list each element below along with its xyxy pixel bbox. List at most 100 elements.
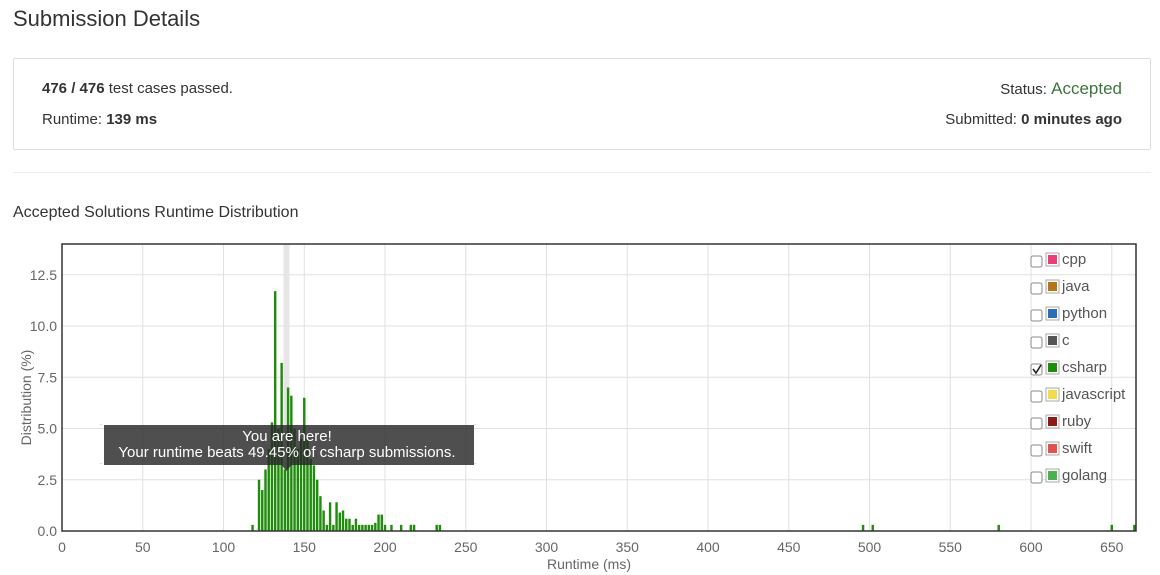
page-title: Submission Details — [13, 6, 201, 31]
submitted-value: 0 minutes ago — [1021, 111, 1122, 128]
section-title: Accepted Solutions Runtime Distribution — [13, 204, 299, 221]
legend-label-csharp[interactable]: csharp — [1062, 359, 1107, 376]
bar[interactable] — [997, 524, 1000, 531]
y-tick-label: 7.5 — [38, 369, 58, 385]
legend-checkbox-golang[interactable] — [1030, 471, 1043, 484]
legend-swatch-c — [1048, 336, 1057, 345]
section-divider — [13, 172, 1151, 173]
tooltip-line-1: You are here! — [242, 428, 332, 445]
bar[interactable] — [335, 502, 338, 531]
bar[interactable] — [270, 422, 274, 531]
bar[interactable] — [293, 428, 296, 532]
bar[interactable] — [412, 524, 416, 531]
bar[interactable] — [261, 490, 264, 531]
tooltip-line-2: Your runtime beats 49.45% of csharp subm… — [118, 444, 455, 461]
legend-label-swift[interactable]: swift — [1062, 440, 1093, 457]
legend-swatch-javascript — [1048, 390, 1057, 399]
bar[interactable] — [861, 524, 865, 531]
bar[interactable] — [370, 524, 374, 531]
bar[interactable] — [306, 438, 309, 531]
bar[interactable] — [264, 469, 267, 532]
bar[interactable] — [367, 524, 371, 531]
bar[interactable] — [341, 510, 345, 532]
bar[interactable] — [1133, 524, 1136, 531]
submission-summary-panel: 476 / 476 test cases passed. Runtime: 13… — [13, 58, 1151, 150]
bar[interactable] — [338, 512, 341, 531]
status-label: Status: — [1000, 81, 1052, 98]
bar[interactable] — [267, 449, 270, 531]
bar[interactable] — [299, 438, 303, 531]
legend-label-cpp[interactable]: cpp — [1062, 251, 1086, 268]
passed-count: 476 / 476 — [42, 80, 105, 97]
legend-label-java[interactable]: java — [1061, 278, 1090, 295]
x-tick-label: 250 — [454, 539, 478, 555]
legend-checkbox-python[interactable] — [1030, 309, 1043, 322]
legend-label-python[interactable]: python — [1062, 305, 1107, 322]
bar[interactable] — [435, 524, 438, 531]
x-tick-label: 150 — [293, 539, 317, 555]
bar[interactable] — [374, 522, 377, 531]
legend-swatch-ruby — [1048, 417, 1057, 426]
x-axis-title: Runtime (ms) — [547, 556, 631, 572]
bar[interactable] — [377, 514, 380, 531]
bar[interactable] — [409, 524, 413, 531]
legend-swatch-cpp — [1048, 255, 1057, 264]
bar[interactable] — [257, 479, 261, 531]
bar[interactable] — [383, 524, 387, 531]
x-tick-label: 400 — [696, 539, 720, 555]
bar[interactable] — [361, 524, 364, 531]
x-tick-label: 100 — [212, 539, 236, 555]
y-tick-label: 2.5 — [38, 472, 58, 488]
bar[interactable] — [357, 524, 361, 531]
bar[interactable] — [348, 518, 351, 531]
y-tick-label: 12.5 — [30, 267, 57, 283]
bar[interactable] — [277, 428, 280, 532]
bar[interactable] — [312, 465, 316, 531]
bar[interactable] — [1110, 524, 1113, 531]
y-tick-label: 0.0 — [38, 523, 58, 539]
bar[interactable] — [390, 524, 393, 531]
legend-label-c[interactable]: c — [1062, 332, 1070, 349]
bar[interactable] — [296, 449, 300, 531]
legend-checkbox-c[interactable] — [1030, 336, 1043, 349]
bar[interactable] — [332, 524, 335, 531]
bar[interactable] — [380, 514, 383, 531]
bar[interactable] — [273, 291, 277, 531]
bar[interactable] — [364, 524, 367, 531]
x-tick-label: 0 — [58, 539, 66, 555]
bar[interactable] — [325, 524, 329, 531]
bar[interactable] — [322, 510, 325, 532]
bar[interactable] — [399, 524, 403, 531]
bar[interactable] — [283, 469, 287, 532]
bar[interactable] — [319, 496, 322, 531]
y-tick-label: 5.0 — [38, 421, 58, 437]
test-cases-line: 476 / 476 test cases passed. — [42, 80, 233, 97]
bar[interactable] — [438, 524, 442, 531]
legend-checkbox-javascript[interactable] — [1030, 390, 1043, 403]
bar[interactable] — [251, 524, 254, 531]
your-runtime-highlight — [283, 244, 290, 531]
plot-background — [62, 244, 1136, 531]
x-tick-label: 550 — [939, 539, 963, 555]
bar[interactable] — [315, 479, 319, 531]
y-tick-label: 10.0 — [30, 318, 57, 334]
legend-label-golang[interactable]: golang — [1062, 467, 1107, 484]
runtime-distribution-chart: 0 50 100 150 200 250 300 350 400 450 500 550 600 650 0… — [18, 243, 1137, 572]
status-line: Status: Accepted — [1000, 79, 1122, 99]
bar[interactable] — [871, 524, 874, 531]
legend-checkbox-swift[interactable] — [1030, 444, 1043, 457]
legend-swatch-java — [1048, 282, 1057, 291]
bar[interactable] — [309, 459, 312, 531]
x-tick-label: 300 — [535, 539, 559, 555]
bar[interactable] — [328, 502, 332, 531]
legend-checkbox-java[interactable] — [1030, 282, 1043, 295]
legend-checkbox-ruby[interactable] — [1030, 417, 1043, 430]
bar[interactable] — [345, 518, 348, 531]
bar[interactable] — [351, 524, 354, 531]
x-tick-label: 200 — [373, 539, 397, 555]
legend-checkbox-cpp[interactable] — [1030, 255, 1043, 268]
legend-label-javascript[interactable]: javascript — [1061, 386, 1126, 403]
runtime-tooltip — [104, 425, 474, 465]
legend-label-ruby[interactable]: ruby — [1062, 413, 1092, 430]
bar[interactable] — [354, 518, 358, 531]
